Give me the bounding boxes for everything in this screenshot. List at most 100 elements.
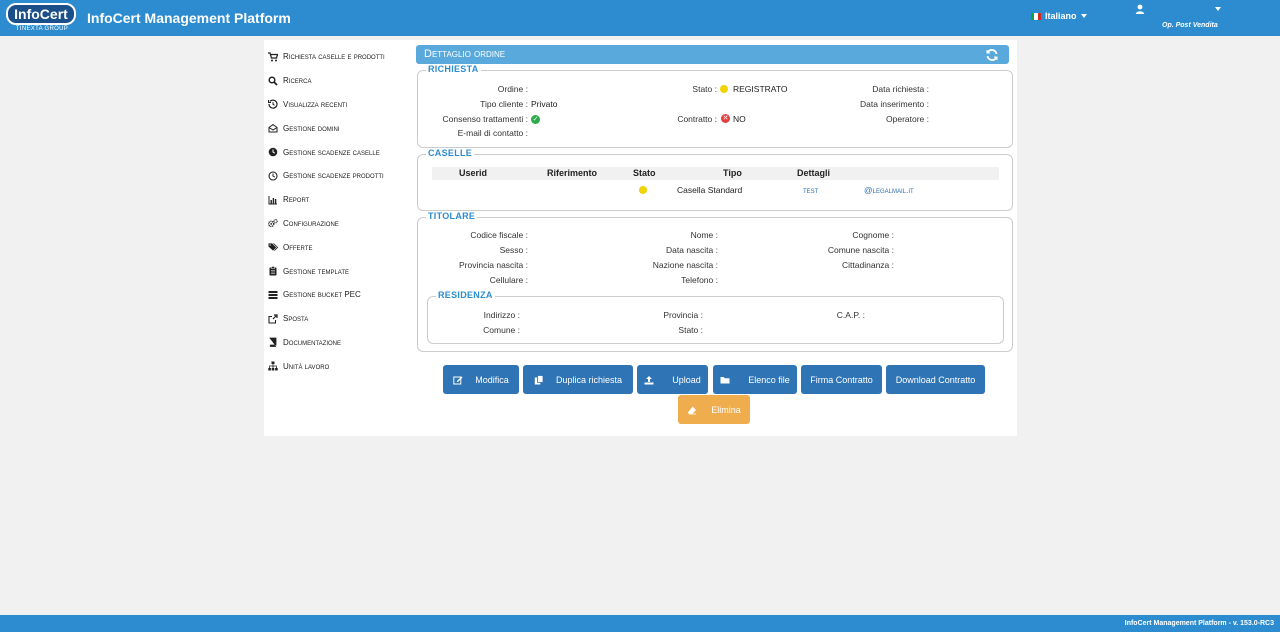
sidebar-item-bucket-pec[interactable]: Gestione bucket PEC xyxy=(268,283,408,307)
sidebar-item-label: Documentazione xyxy=(283,337,341,347)
sidebar: Richiesta caselle e prodotti Ricerca Vis… xyxy=(268,45,408,378)
sidebar-item-label: Gestione scadenze caselle xyxy=(283,147,380,157)
status-dot-icon xyxy=(639,186,647,194)
sidebar-item-richiesta[interactable]: Richiesta caselle e prodotti xyxy=(268,45,408,69)
sidebar-item-label: Ricerca xyxy=(283,76,312,86)
firma-label: Firma Contratto xyxy=(810,374,873,385)
stato-label: Stato : xyxy=(692,84,717,94)
logo-text: InfoCert xyxy=(6,3,76,25)
comune-nascita-label: Comune nascita : xyxy=(827,245,894,255)
history-icon xyxy=(268,99,278,110)
sidebar-item-scadenze-prodotti[interactable]: Gestione scadenze prodotti xyxy=(268,164,408,188)
table-row[interactable]: Casella Standard test @legalmail.it xyxy=(432,183,999,196)
check-circle-icon: ✓ xyxy=(531,115,540,124)
upload-button[interactable]: Upload xyxy=(637,365,708,394)
user-menu-chevron-icon[interactable] xyxy=(1215,7,1221,11)
user-icon[interactable] xyxy=(1135,4,1145,17)
consenso-label: Consenso trattamenti : xyxy=(442,114,528,124)
clipboard-icon xyxy=(268,266,278,276)
cap-label: C.A.P. : xyxy=(836,310,865,320)
column-header-riferimento: Riferimento xyxy=(547,168,598,178)
sidebar-item-domini[interactable]: Gestione domini xyxy=(268,116,408,140)
provincia-label: Provincia : xyxy=(663,310,703,320)
cellulare-label: Cellulare : xyxy=(489,275,528,285)
top-navbar: InfoCert TINEXTA GROUP InfoCert Manageme… xyxy=(0,0,1280,36)
elimina-button[interactable]: Elimina xyxy=(678,395,750,424)
share-icon xyxy=(268,314,278,324)
tipo-cliente-value: Privato xyxy=(531,99,558,109)
infocert-logo[interactable]: InfoCert TINEXTA GROUP xyxy=(6,3,78,35)
sidebar-item-sposta[interactable]: Sposta xyxy=(268,307,408,331)
duplica-richiesta-button[interactable]: Duplica richiesta xyxy=(523,365,633,394)
residenza-section: RESIDENZA xyxy=(427,290,1004,344)
sidebar-item-unita-lavoro[interactable]: Unità lavoro xyxy=(268,354,408,378)
elimina-label: Elimina xyxy=(711,404,741,415)
user-name: Op. Post Vendita xyxy=(1162,22,1218,29)
column-header-userid: Userid xyxy=(459,168,488,178)
download-contratto-button[interactable]: Download Contratto xyxy=(886,365,985,394)
elenco-label: Elenco file xyxy=(748,374,790,385)
telefono-label: Telefono : xyxy=(681,275,718,285)
sidebar-item-offerte[interactable]: Offerte xyxy=(268,235,408,259)
modifica-button[interactable]: Modifica xyxy=(443,365,519,394)
comune-label: Comune : xyxy=(483,325,520,335)
cogs-icon xyxy=(268,218,278,228)
sidebar-item-label: Richiesta caselle e prodotti xyxy=(283,52,385,62)
nome-label: Nome : xyxy=(690,230,718,240)
dettagli-user-link[interactable]: test xyxy=(803,185,819,195)
detail-title: Dettaglio ordine xyxy=(424,48,506,60)
data-richiesta-label: Data richiesta : xyxy=(872,84,929,94)
sidebar-item-documentazione[interactable]: Documentazione xyxy=(268,331,408,355)
sidebar-item-label: Gestione bucket PEC xyxy=(283,290,361,300)
logo-subtitle: TINEXTA GROUP xyxy=(15,26,69,32)
sidebar-item-report[interactable]: Report xyxy=(268,188,408,212)
elenco-file-button[interactable]: Elenco file xyxy=(713,365,797,394)
column-header-stato: Stato xyxy=(633,168,656,178)
tags-icon xyxy=(268,242,278,252)
residenza-stato-label: Stato : xyxy=(678,325,703,335)
richiesta-legend: RICHIESTA xyxy=(426,64,481,74)
footer-version: InfoCert Management Platform - v. 153.0-… xyxy=(0,615,1280,632)
search-icon xyxy=(268,76,278,86)
nazione-nascita-label: Nazione nascita : xyxy=(652,260,718,270)
sidebar-item-label: Gestione domini xyxy=(283,123,340,133)
bar-chart-icon xyxy=(268,195,278,205)
refresh-icon[interactable] xyxy=(985,48,999,62)
dettagli-domain-link[interactable]: @legalmail.it xyxy=(864,185,914,195)
modifica-label: Modifica xyxy=(475,374,509,385)
sidebar-item-configurazione[interactable]: Configurazione xyxy=(268,212,408,236)
language-selector[interactable]: Italiano xyxy=(1031,11,1087,21)
sidebar-item-label: Gestione scadenze prodotti xyxy=(283,171,384,181)
tipo-cliente-label: Tipo cliente : xyxy=(480,99,528,109)
envelope-open-icon xyxy=(268,123,278,133)
sesso-label: Sesso : xyxy=(499,245,528,255)
duplica-label: Duplica richiesta xyxy=(555,374,623,385)
stato-value: REGISTRATO xyxy=(733,84,788,94)
tipo-cell: Casella Standard xyxy=(677,185,743,195)
firma-contratto-button[interactable]: Firma Contratto xyxy=(801,365,882,394)
email-label: E-mail di contatto : xyxy=(457,128,528,138)
caselle-legend: CASELLE xyxy=(426,148,475,158)
titolare-legend: TITOLARE xyxy=(426,211,478,221)
x-circle-icon: ✕ xyxy=(721,114,730,123)
contratto-label: Contratto : xyxy=(677,114,717,124)
clock-outline-icon xyxy=(268,171,278,181)
ordine-label: Ordine : xyxy=(497,84,528,94)
sidebar-item-recenti[interactable]: Visualizza recenti xyxy=(268,93,408,117)
sidebar-item-scadenze-caselle[interactable]: Gestione scadenze caselle xyxy=(268,140,408,164)
cittadinanza-label: Cittadinanza : xyxy=(842,260,894,270)
sidebar-item-label: Sposta xyxy=(283,314,309,324)
detail-header: Dettaglio ordine xyxy=(416,45,1009,64)
cart-icon xyxy=(268,52,278,62)
sidebar-item-label: Visualizza recenti xyxy=(283,99,348,109)
status-dot-icon xyxy=(720,85,728,93)
folder-icon xyxy=(720,375,730,385)
sidebar-item-ricerca[interactable]: Ricerca xyxy=(268,69,408,93)
edit-icon xyxy=(453,375,463,385)
codice-fiscale-label: Codice fiscale : xyxy=(470,230,528,240)
copy-icon xyxy=(534,374,544,385)
data-nascita-label: Data nascita : xyxy=(666,245,718,255)
residenza-legend: RESIDENZA xyxy=(436,290,495,300)
sidebar-item-label: Report xyxy=(283,195,310,205)
sidebar-item-template[interactable]: Gestione template xyxy=(268,259,408,283)
